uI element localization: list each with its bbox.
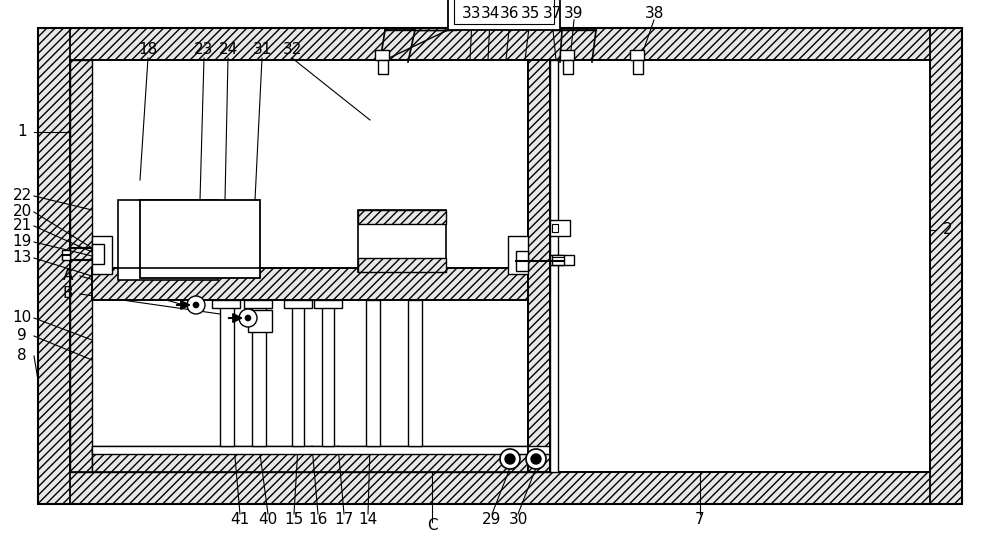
Bar [550,255,574,265]
Bar [212,300,240,308]
Text: 15: 15 [284,512,304,527]
Text: 40: 40 [258,512,278,527]
Text: 17: 17 [334,512,354,527]
Bar [508,236,528,274]
Text: 9: 9 [17,329,27,344]
Text: 19: 19 [12,235,32,249]
Text: 32: 32 [282,42,302,57]
Bar [550,220,570,236]
Circle shape [239,309,257,327]
Text: 30: 30 [508,512,528,527]
Text: 2: 2 [943,222,953,237]
Bar [552,255,564,265]
Bar [248,310,272,332]
Bar [528,60,550,472]
Text: 37: 37 [542,6,562,21]
Bar [366,300,380,446]
Bar [552,224,558,232]
Text: 36: 36 [500,6,520,21]
Circle shape [500,449,520,469]
Bar [358,258,446,272]
Bar [322,300,334,446]
Bar [454,0,554,24]
Bar [62,250,70,260]
Bar [118,200,218,280]
Circle shape [526,449,546,469]
Bar [550,60,558,472]
Bar [408,300,422,446]
Bar [92,244,104,264]
Bar [516,251,528,271]
Text: 38: 38 [644,6,664,21]
Bar [92,236,112,274]
Bar [314,300,342,308]
Text: 21: 21 [12,219,32,234]
Text: 33: 33 [462,6,482,21]
Text: 41: 41 [230,512,250,527]
Text: 8: 8 [17,348,27,363]
Text: 1: 1 [17,124,27,139]
Bar [140,200,260,278]
Bar [292,300,304,446]
Text: 7: 7 [695,512,705,527]
Circle shape [245,315,251,321]
Bar [92,268,528,300]
Text: 34: 34 [480,6,500,21]
Text: 39: 39 [564,6,584,21]
Circle shape [193,302,199,308]
Circle shape [187,296,205,314]
Text: 13: 13 [12,250,32,265]
Bar [563,60,573,74]
Bar [358,210,446,272]
Bar [244,300,272,308]
Text: 24: 24 [218,42,238,57]
Text: C: C [427,518,437,533]
Bar [92,268,528,300]
Text: 23: 23 [194,42,214,57]
Circle shape [505,454,515,464]
Text: 14: 14 [358,512,378,527]
Bar [92,446,552,472]
Text: 29: 29 [482,512,502,527]
Bar [448,0,560,30]
Bar [375,50,389,60]
Text: 22: 22 [12,189,32,204]
Bar [38,28,70,504]
Bar [633,60,643,74]
Bar [630,50,644,60]
Bar [220,300,234,446]
Text: 31: 31 [252,42,272,57]
Bar [38,28,962,60]
Bar [284,300,312,308]
Circle shape [531,454,541,464]
Bar [70,60,930,472]
Text: 10: 10 [12,310,32,325]
Bar [92,446,552,454]
Bar [358,210,446,224]
Bar [252,300,266,446]
Text: 35: 35 [520,6,540,21]
Text: B: B [63,287,73,301]
Bar [70,60,92,472]
Bar [38,28,962,504]
Text: 16: 16 [308,512,328,527]
Bar [528,60,550,472]
Text: A: A [63,269,73,284]
Text: 20: 20 [12,205,32,220]
Text: 18: 18 [138,42,158,57]
Bar [560,50,574,60]
Bar [378,60,388,74]
Bar [38,472,962,504]
Bar [930,28,962,504]
